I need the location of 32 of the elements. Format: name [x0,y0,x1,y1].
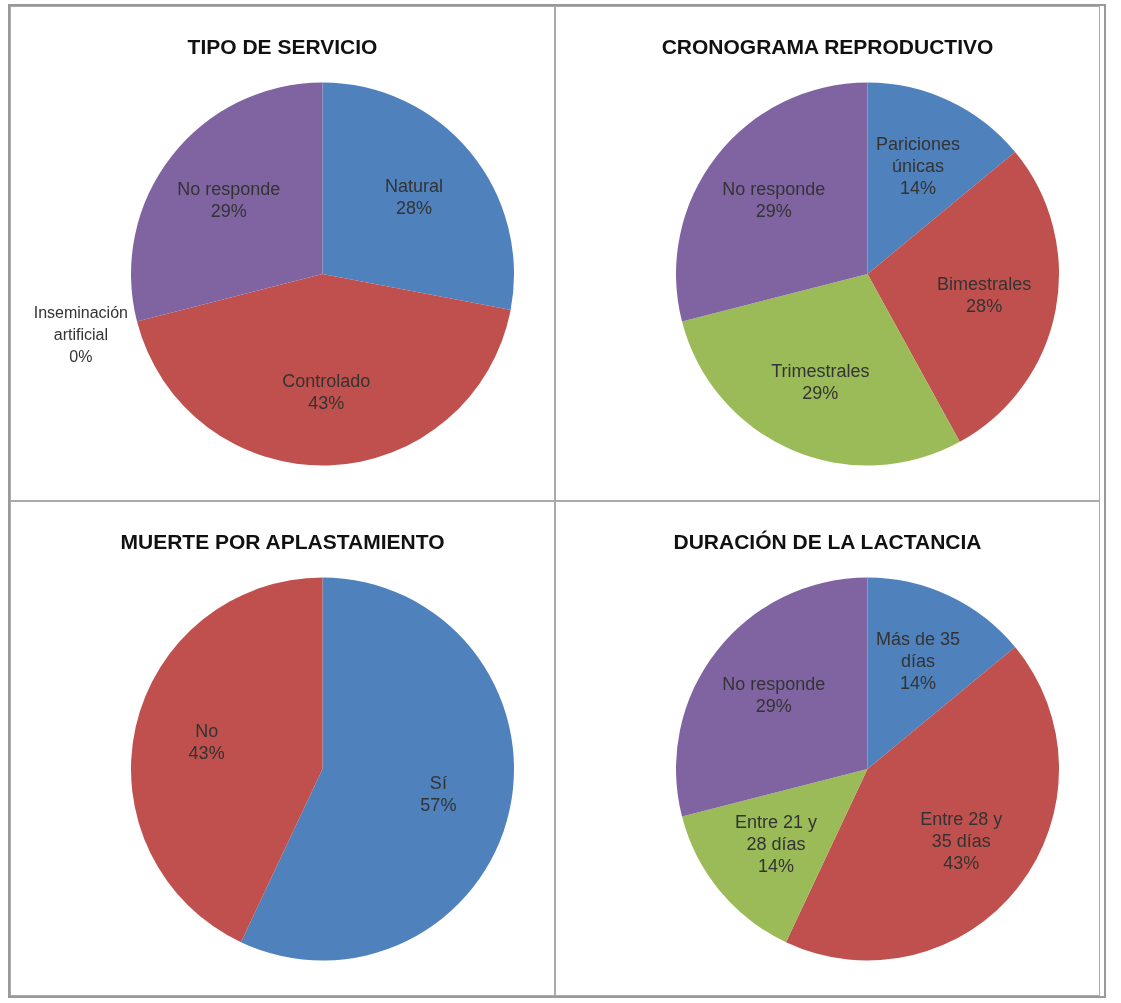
slice-label: Entre 28 y 35 días [920,808,1003,851]
text: 0% [69,348,93,366]
slice-label: Natural [384,176,443,197]
data-label: 43% [188,743,225,764]
slice-label: Bimestrales [937,274,1032,295]
chart-title: TIPO DE SERVICIO [186,35,379,60]
slice-label: No [195,721,219,742]
slice-label: Sí [429,772,447,793]
data-label: 28% [395,198,432,219]
data-label: 43% [943,852,980,873]
data-label: 14% [900,177,937,198]
data-label: 57% [420,794,457,815]
chart-title: DURACIÓN DE LA LACTANCIA [672,530,983,555]
slice-label: Entre 21 y 28 días [734,811,818,854]
data-label: 29% [755,696,792,717]
data-label: 29% [802,382,839,403]
data-label: 14% [758,855,795,876]
slice-label: Controlado [282,370,371,391]
chart-title: MUERTE POR APLASTAMIENTO [119,530,446,555]
chart-title: CRONOGRAMA REPRODUCTIVO [660,35,995,60]
slice-label: Pariciones únicas [876,133,961,176]
data-label: 43% [308,392,345,413]
slice-label: Trimestrales [771,360,870,381]
slice-label: No responde [722,674,826,695]
data-label: 29% [755,201,792,222]
data-label: 28% [966,296,1003,317]
category-label: Inseminación artificial [33,304,128,344]
data-label: 14% [900,672,937,693]
slice-label: No responde [177,179,281,200]
slice-label: No responde [722,179,826,200]
data-label: 29% [210,201,247,222]
slice-label: Más de 35 días [876,628,961,671]
